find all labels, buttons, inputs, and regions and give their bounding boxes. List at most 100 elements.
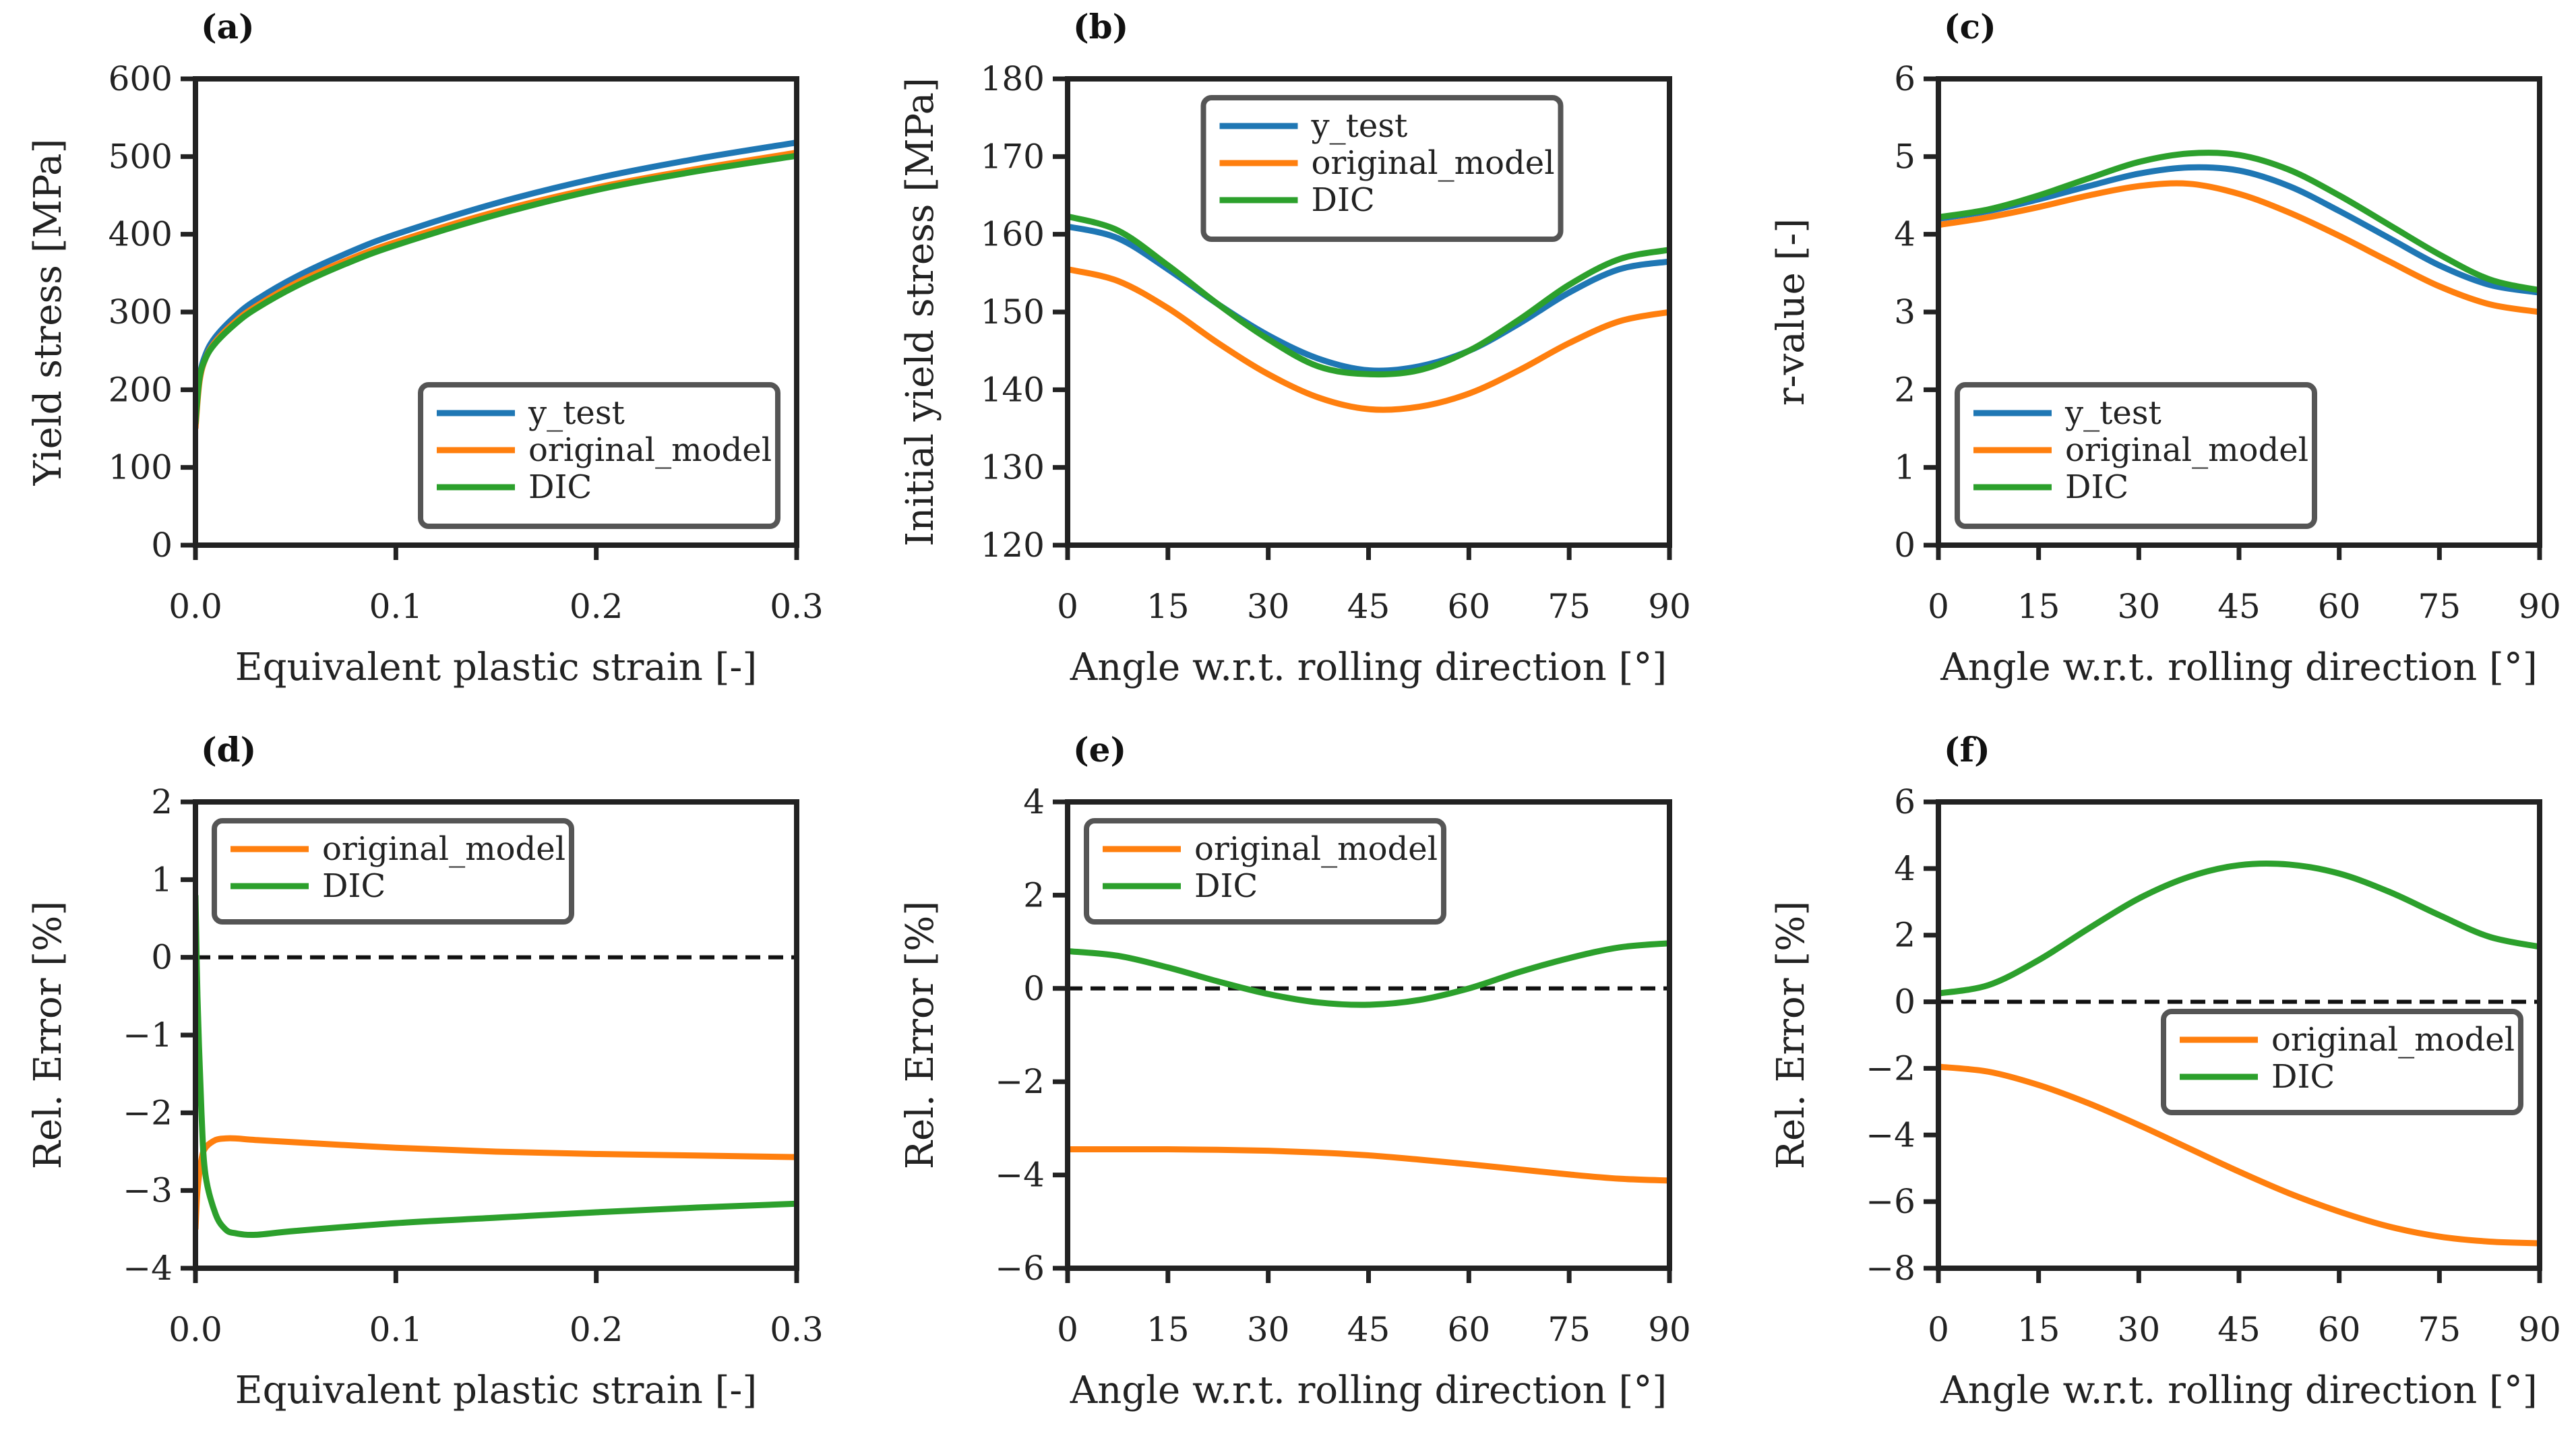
panel-a: (a) 0.0 0.1 0.2 0.3 0 100 200 300 400 500 600 Equiva… — [26, 7, 824, 689]
x-tick-label: 15 — [1146, 587, 1190, 626]
x-tick-label: 0.0 — [168, 1310, 222, 1349]
legend-label: original_model — [1312, 144, 1555, 182]
legend-label: original_model — [2271, 1021, 2515, 1059]
panel-label: (a) — [201, 7, 255, 46]
y-tick-label: 500 — [109, 137, 173, 176]
x-tick-label: 60 — [2318, 587, 2361, 626]
y-tick-label: 0 — [151, 526, 173, 565]
x-tick-label: 0 — [1928, 587, 1949, 626]
panel-label: (c) — [1944, 7, 1996, 46]
x-tick-label: 0 — [1057, 1310, 1078, 1349]
y-axis-label: Initial yield stress [MPa] — [898, 77, 942, 547]
y-tick-label: 200 — [109, 370, 173, 409]
y-tick-label: −2 — [123, 1093, 173, 1132]
series-line-y_test — [1938, 164, 2540, 296]
y-tick-label: 2 — [151, 782, 173, 821]
x-tick-label: 45 — [2217, 587, 2261, 626]
y-tick-label: 150 — [981, 292, 1045, 332]
y-tick-label: 1 — [1894, 448, 1915, 487]
y-tick-label: 6 — [1894, 59, 1915, 98]
series-line-DIC — [195, 895, 797, 1239]
legend-label: original_model — [322, 830, 565, 868]
y-tick-label: −4 — [1866, 1115, 1915, 1154]
x-tick-label: 90 — [1648, 587, 1691, 626]
legend-label: original_model — [2065, 431, 2308, 469]
x-tick-label: 0.3 — [770, 1310, 824, 1349]
x-tick-label: 0 — [1057, 587, 1078, 626]
panel-label: (b) — [1073, 7, 1128, 46]
y-tick-label: −4 — [123, 1249, 173, 1288]
y-tick-label: −4 — [995, 1156, 1045, 1195]
y-tick-label: 5 — [1894, 137, 1915, 176]
y-tick-label: 140 — [981, 370, 1045, 409]
y-tick-label: 100 — [109, 448, 173, 487]
y-tick-label: 300 — [109, 292, 173, 332]
series-line-DIC — [1938, 150, 2540, 294]
series-line-DIC — [1068, 213, 1669, 378]
x-tick-label: 90 — [2518, 1310, 2561, 1349]
x-axis-label: Angle w.r.t. rolling direction [°] — [1070, 1369, 1667, 1412]
x-tick-label: 60 — [1448, 1310, 1491, 1349]
y-axis-label: Rel. Error [%] — [1769, 901, 1813, 1169]
legend-label: DIC — [1194, 867, 1258, 905]
legend-label: original_model — [528, 431, 772, 469]
x-tick-label: 45 — [2217, 1310, 2261, 1349]
y-tick-label: 4 — [1894, 849, 1915, 888]
y-tick-label: 2 — [1894, 370, 1915, 409]
series-line-DIC — [1068, 940, 1669, 1008]
y-tick-label: 1 — [151, 860, 173, 899]
legend-label: DIC — [322, 867, 386, 905]
y-tick-label: 0 — [1023, 969, 1045, 1008]
y-tick-label: 180 — [981, 59, 1045, 98]
series-line-original_model — [1068, 266, 1669, 413]
y-tick-label: 6 — [1894, 782, 1915, 821]
y-tick-label: −8 — [1866, 1249, 1915, 1288]
x-axis-label: Angle w.r.t. rolling direction [°] — [1940, 1369, 2537, 1412]
series-line-DIC — [1938, 860, 2540, 997]
y-tick-label: 0 — [1894, 983, 1915, 1022]
legend-label: DIC — [1312, 181, 1375, 219]
x-tick-label: 75 — [1547, 1310, 1591, 1349]
x-axis-label: Equivalent plastic strain [-] — [235, 1369, 757, 1412]
x-tick-label: 75 — [2418, 587, 2461, 626]
y-tick-label: 160 — [981, 215, 1045, 254]
x-axis-label: Angle w.r.t. rolling direction [°] — [1940, 646, 2537, 689]
legend-label: y_test — [1311, 107, 1408, 145]
x-tick-label: 0 — [1928, 1310, 1949, 1349]
y-tick-label: 120 — [981, 526, 1045, 565]
y-axis-label: Rel. Error [%] — [26, 901, 70, 1169]
panel-b: (b) 0 15 30 45 60 75 90 120 130 140 150 160 170 180 Ang… — [898, 7, 1691, 689]
x-tick-label: 0.2 — [570, 1310, 623, 1349]
x-tick-label: 30 — [2118, 1310, 2161, 1349]
y-tick-label: 0 — [151, 938, 173, 977]
y-tick-label: 4 — [1023, 782, 1045, 821]
x-tick-label: 75 — [2418, 1310, 2461, 1349]
series-line-original_model — [1938, 1063, 2540, 1247]
panel-f: (f) 0 15 30 45 60 75 90 −8 −6 −4 −2 0 2 4 6 Angle w.r.t.… — [1769, 730, 2561, 1412]
y-tick-label: −2 — [1866, 1049, 1915, 1088]
y-axis-label: Yield stress [MPa] — [26, 139, 70, 487]
y-tick-label: 0 — [1894, 526, 1915, 565]
panel-label: (e) — [1073, 730, 1126, 770]
x-tick-label: 0.1 — [369, 587, 423, 626]
x-tick-label: 30 — [1247, 587, 1290, 626]
legend-frame — [418, 382, 780, 529]
x-tick-label: 90 — [1648, 1310, 1691, 1349]
x-tick-label: 60 — [2318, 1310, 2361, 1349]
y-tick-label: 2 — [1023, 875, 1045, 914]
legend-label: DIC — [2065, 468, 2128, 506]
series-line-DIC — [195, 152, 797, 425]
y-tick-label: 4 — [1894, 215, 1915, 254]
y-tick-label: 130 — [981, 448, 1045, 487]
x-tick-label: 75 — [1547, 587, 1591, 626]
y-tick-label: 170 — [981, 137, 1045, 176]
legend-label: DIC — [2271, 1058, 2335, 1096]
y-tick-label: 3 — [1894, 292, 1915, 332]
x-tick-label: 60 — [1448, 587, 1491, 626]
